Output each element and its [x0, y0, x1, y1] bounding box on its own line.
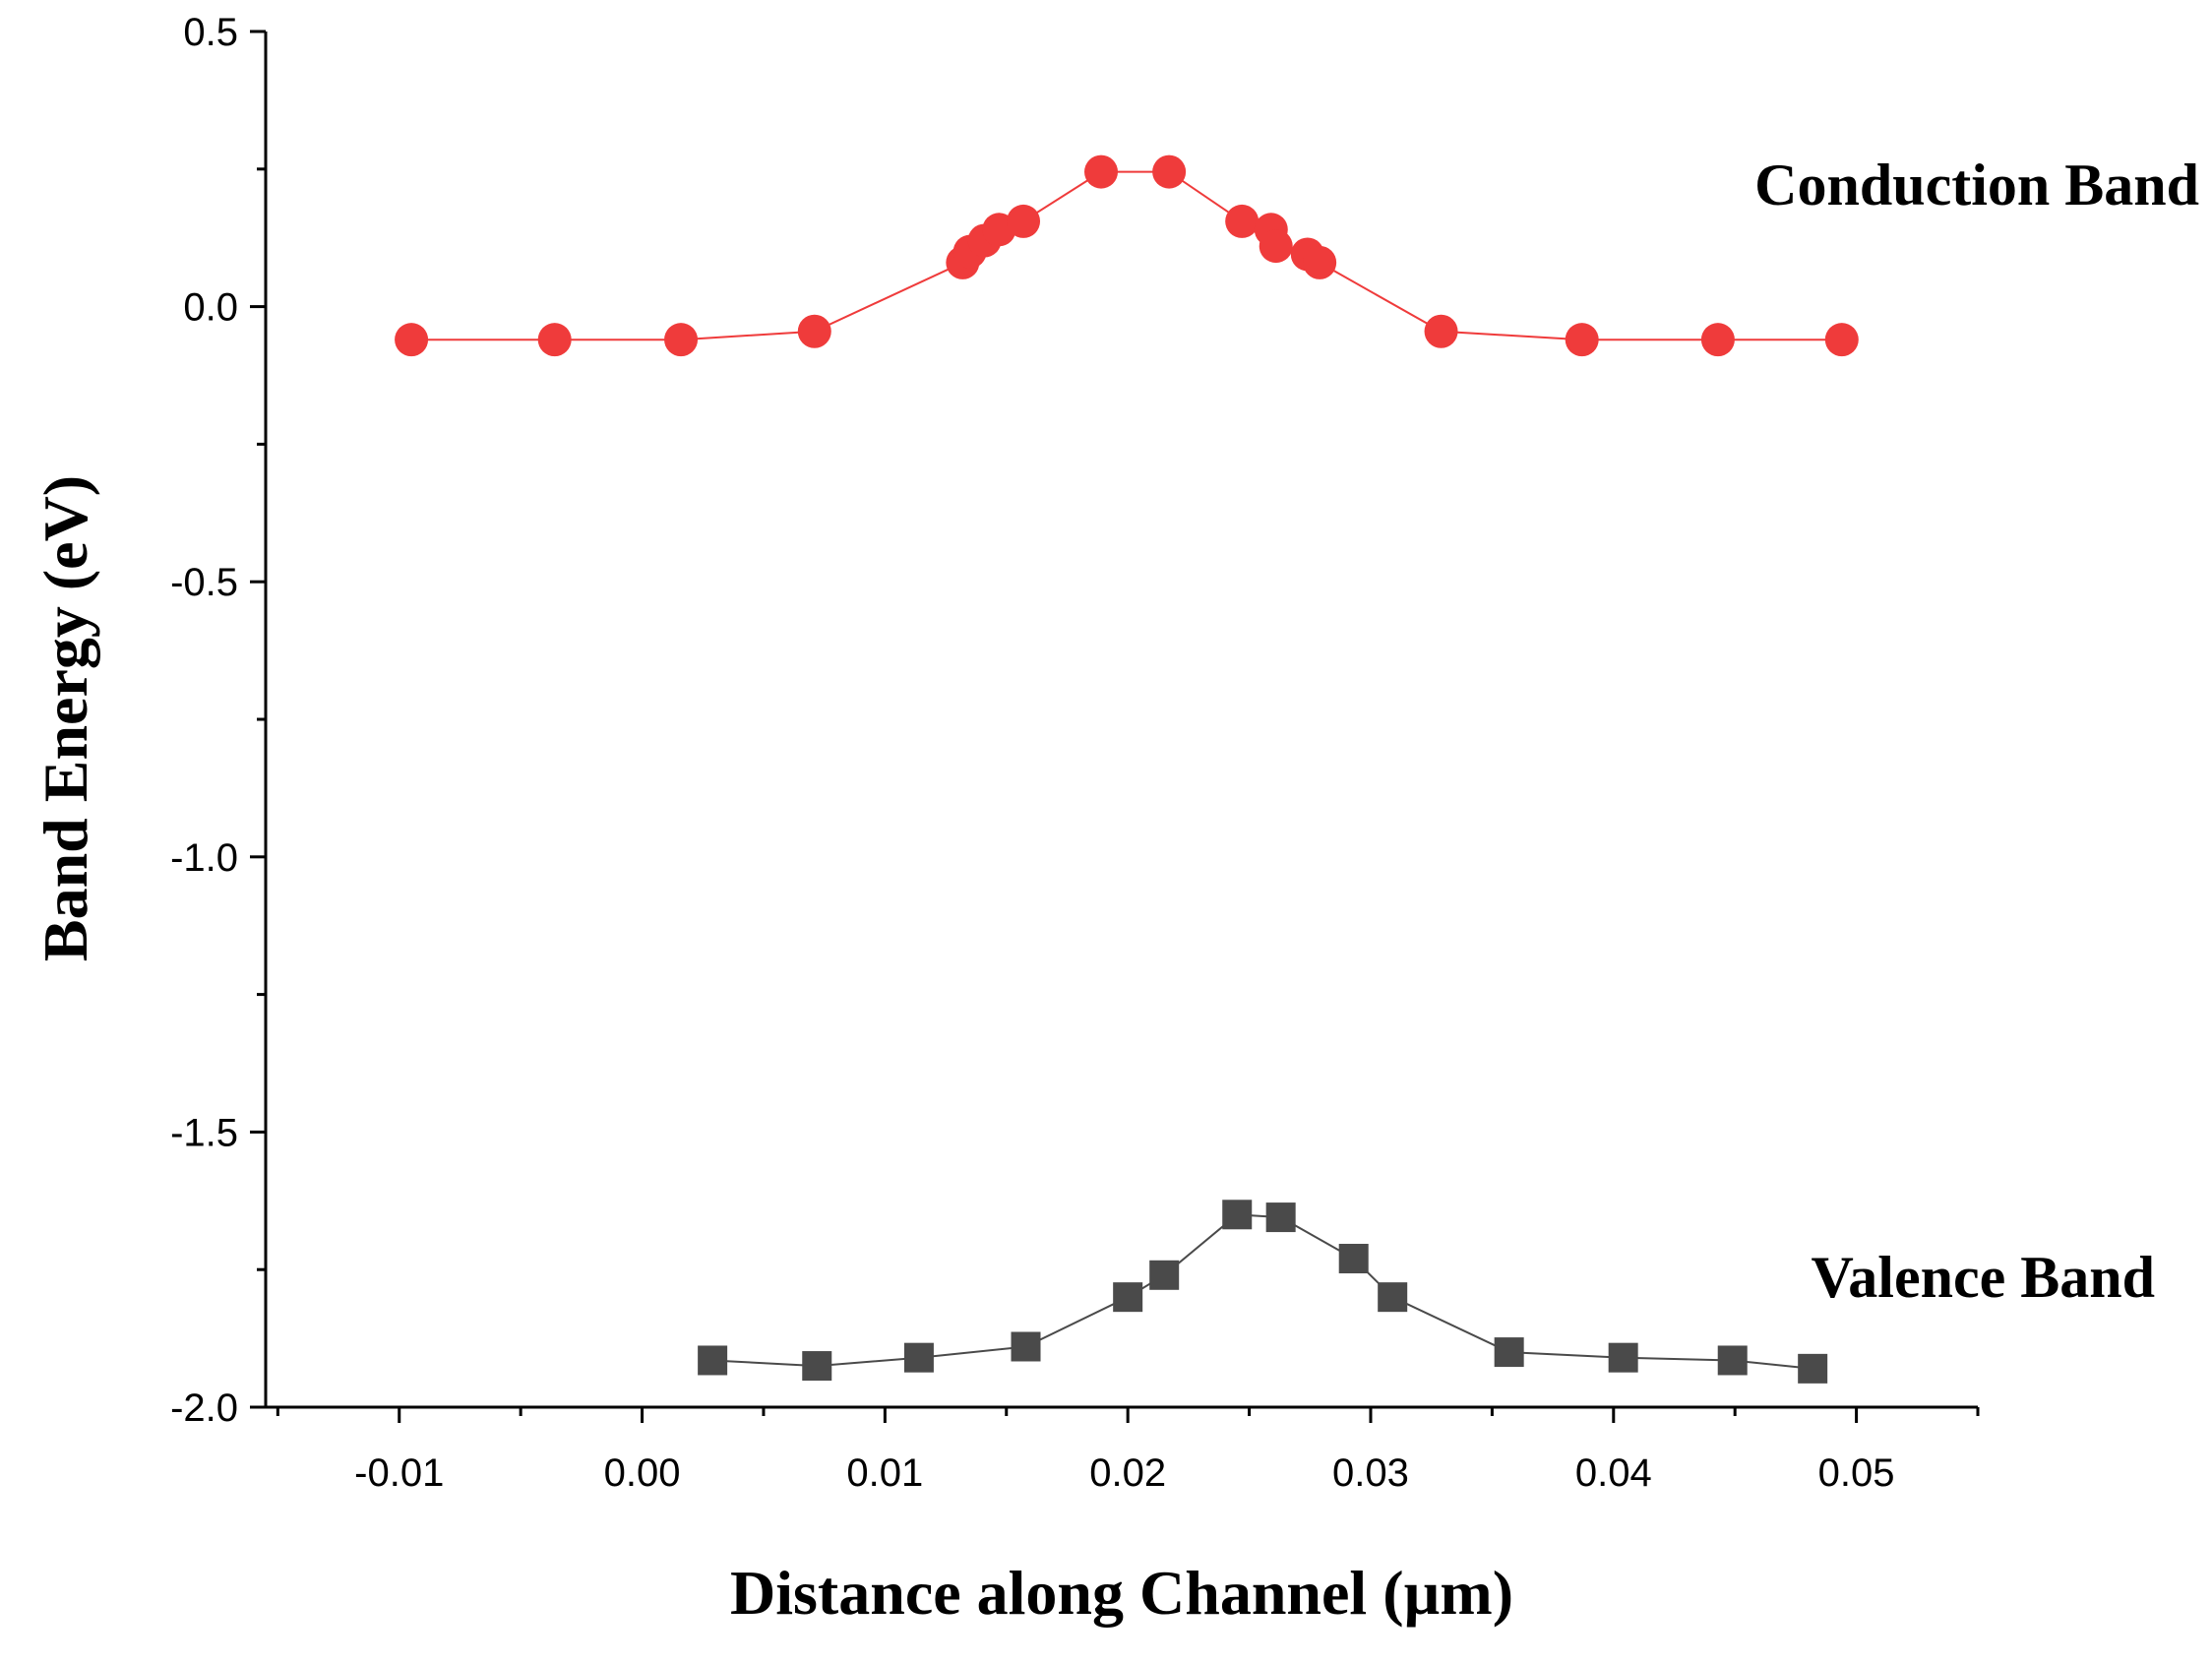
x-tick-label: 0.02 — [1089, 1451, 1166, 1495]
series-layer — [395, 154, 1859, 1384]
data-point — [1700, 323, 1735, 357]
series-line — [712, 1213, 1813, 1370]
data-point — [1084, 154, 1119, 189]
data-point — [1259, 229, 1293, 264]
data-point — [1222, 1200, 1253, 1230]
axes — [264, 31, 1978, 1409]
y-tick-label: -0.5 — [170, 561, 238, 604]
data-point — [1149, 1260, 1180, 1290]
data-point — [1152, 154, 1187, 189]
data-point — [537, 323, 572, 357]
ticks: -0.01 0.00 0.01 0.02 0.03 0.04 0.05 0.5 0.0 -0.5 -… — [170, 11, 1980, 1495]
y-tick-label: 0.5 — [183, 11, 238, 54]
data-point — [1798, 1353, 1828, 1384]
data-point — [1565, 323, 1599, 357]
x-tick-label: 0.01 — [846, 1451, 923, 1495]
data-point — [1007, 204, 1041, 238]
series-line — [411, 170, 1842, 341]
y-tick-label: 0.0 — [183, 286, 238, 330]
x-axis-title: Distance along Channel (µm) — [730, 1558, 1513, 1628]
data-point — [1113, 1282, 1143, 1313]
y-tick-label: -2.0 — [170, 1387, 238, 1430]
x-tick-label: -0.01 — [354, 1451, 444, 1495]
valence-band-label: Valence Band — [1811, 1245, 2155, 1310]
data-point — [802, 1351, 832, 1382]
data-point — [1717, 1345, 1748, 1376]
conduction-band-label: Conduction Band — [1754, 153, 2199, 217]
data-point — [1303, 245, 1337, 279]
x-tick-label: 0.04 — [1575, 1451, 1652, 1495]
series-conduction-band — [395, 154, 1859, 357]
data-point — [1378, 1282, 1408, 1313]
x-tick-label: 0.05 — [1818, 1451, 1895, 1495]
data-point — [1225, 204, 1260, 238]
data-point — [903, 1342, 934, 1373]
x-tick-label: 0.03 — [1332, 1451, 1409, 1495]
y-axis-title: Band Energy (eV) — [31, 475, 100, 961]
y-tick-label: -1.5 — [170, 1111, 238, 1154]
data-point — [1424, 314, 1458, 348]
x-tick-label: 0.00 — [604, 1451, 681, 1495]
data-point — [1824, 323, 1859, 357]
data-point — [1494, 1337, 1524, 1368]
data-point — [698, 1345, 728, 1376]
data-point — [797, 314, 831, 348]
data-point — [1265, 1202, 1296, 1233]
data-point — [395, 323, 429, 357]
data-point — [664, 323, 699, 357]
series-valence-band — [698, 1200, 1828, 1384]
data-point — [1608, 1342, 1638, 1373]
y-tick-label: -1.0 — [170, 836, 238, 880]
data-point — [1011, 1331, 1041, 1362]
data-point — [1338, 1244, 1369, 1274]
